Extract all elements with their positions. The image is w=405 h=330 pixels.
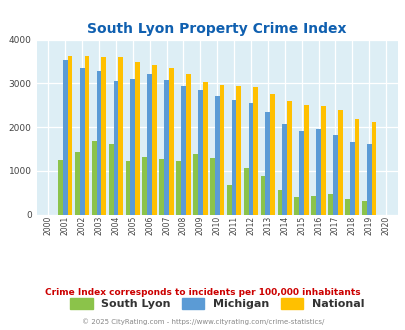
Bar <box>315 129 320 214</box>
Bar <box>260 177 265 214</box>
Bar <box>236 86 241 214</box>
Bar <box>113 81 118 214</box>
Bar <box>277 190 281 215</box>
Bar <box>361 201 366 214</box>
Bar <box>75 152 79 214</box>
Bar <box>270 94 274 214</box>
Bar <box>311 196 315 214</box>
Legend: South Lyon, Michigan, National: South Lyon, Michigan, National <box>66 293 368 314</box>
Bar <box>63 60 68 214</box>
Bar <box>202 82 207 214</box>
Bar <box>193 154 198 214</box>
Bar <box>84 56 89 214</box>
Bar <box>226 185 231 214</box>
Bar <box>198 90 202 214</box>
Bar <box>96 71 101 214</box>
Bar <box>109 144 113 214</box>
Text: © 2025 CityRating.com - https://www.cityrating.com/crime-statistics/: © 2025 CityRating.com - https://www.city… <box>82 318 323 325</box>
Bar <box>130 80 135 214</box>
Bar <box>185 74 190 215</box>
Bar <box>142 157 147 214</box>
Bar <box>164 80 168 214</box>
Bar <box>181 85 185 214</box>
Bar <box>101 57 106 215</box>
Bar <box>248 103 253 214</box>
Bar <box>168 68 173 215</box>
Bar <box>209 158 214 214</box>
Bar <box>231 100 236 214</box>
Bar <box>147 74 152 215</box>
Bar <box>214 96 219 214</box>
Bar <box>298 131 303 214</box>
Bar <box>320 106 325 214</box>
Bar <box>281 124 286 214</box>
Bar <box>349 142 354 214</box>
Bar <box>176 161 181 215</box>
Bar <box>159 159 164 214</box>
Text: Crime Index corresponds to incidents per 100,000 inhabitants: Crime Index corresponds to incidents per… <box>45 287 360 297</box>
Bar <box>118 57 123 214</box>
Bar <box>135 62 140 214</box>
Bar <box>286 101 291 214</box>
Bar <box>354 119 358 214</box>
Bar <box>58 160 63 214</box>
Bar <box>265 112 270 214</box>
Bar <box>371 122 375 214</box>
Bar <box>344 199 349 214</box>
Bar <box>366 144 371 214</box>
Bar <box>68 56 72 214</box>
Bar <box>92 141 96 214</box>
Bar <box>219 84 224 214</box>
Bar <box>125 161 130 214</box>
Bar <box>243 168 248 214</box>
Bar <box>294 197 298 214</box>
Bar <box>152 65 156 214</box>
Bar <box>253 87 258 214</box>
Title: South Lyon Property Crime Index: South Lyon Property Crime Index <box>87 22 346 36</box>
Bar <box>79 68 84 214</box>
Bar <box>337 110 342 214</box>
Bar <box>303 105 308 214</box>
Bar <box>332 135 337 214</box>
Bar <box>327 194 332 214</box>
